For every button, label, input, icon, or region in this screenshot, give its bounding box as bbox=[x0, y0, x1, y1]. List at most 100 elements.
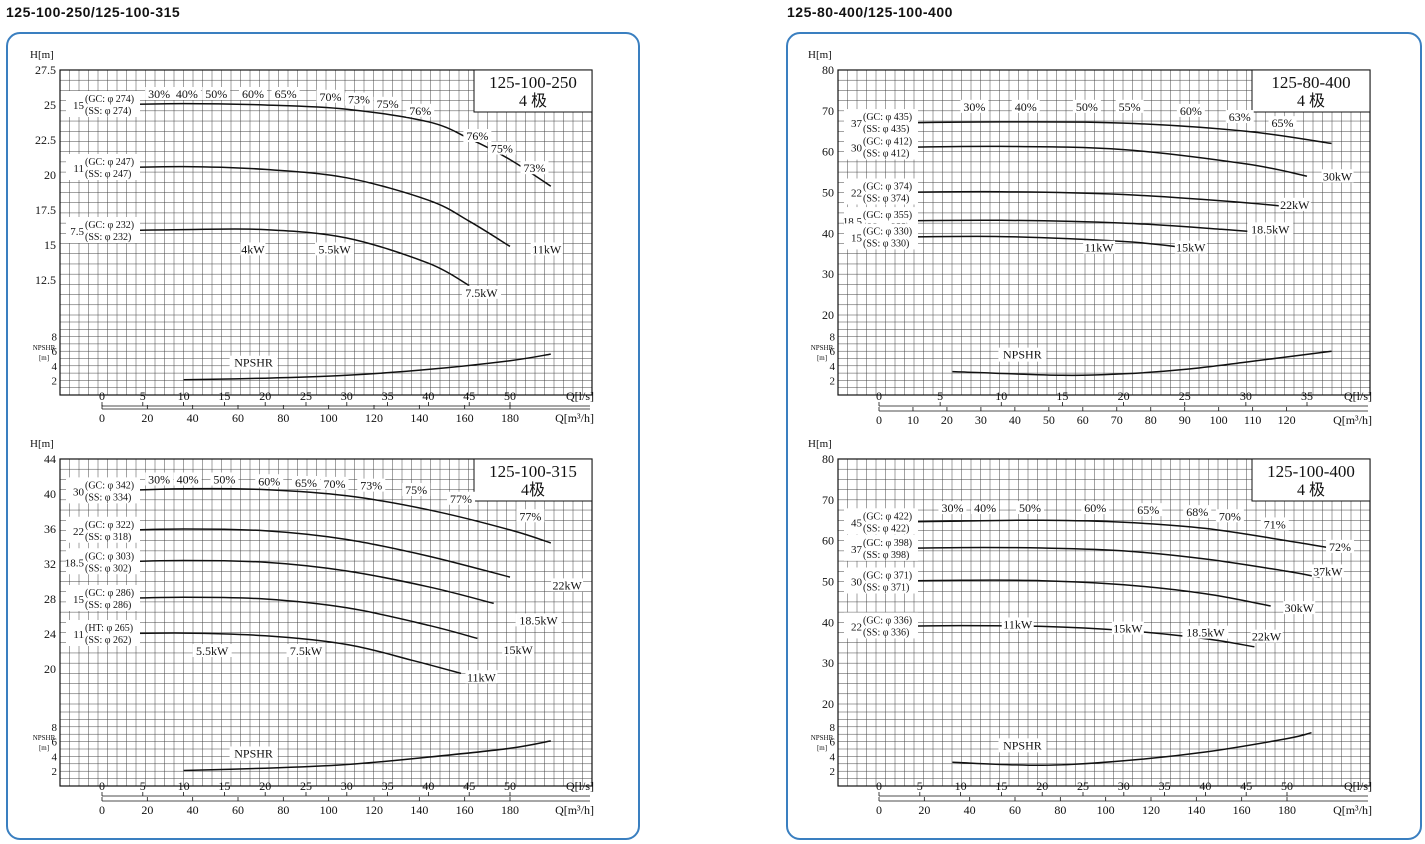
x2-tick-label: 120 bbox=[365, 803, 383, 817]
power-label: 18.5kW bbox=[1186, 626, 1225, 640]
efficiency-label-bg bbox=[1268, 116, 1297, 130]
efficiency-label: 65% bbox=[295, 476, 317, 490]
curve-label-bg bbox=[66, 154, 140, 180]
hq-curve-45 bbox=[878, 519, 1337, 550]
x2-tick-label: 20 bbox=[918, 803, 930, 817]
efficiency-label-bg bbox=[238, 87, 267, 100]
hq-curve-30 bbox=[101, 487, 552, 544]
curve-label-37: 37(GC: φ 435)(SS: φ 435) bbox=[844, 109, 918, 136]
efficiency-label: 60% bbox=[1180, 104, 1202, 118]
x-tick-label: 45 bbox=[463, 389, 475, 403]
y-axis-label: H[m] bbox=[30, 438, 54, 450]
x2-tick-label: 180 bbox=[1278, 803, 1296, 817]
y-tick-label: 60 bbox=[822, 145, 834, 159]
power-label: 18.5kW bbox=[1251, 222, 1290, 236]
x2-tick-label: 40 bbox=[1009, 413, 1021, 427]
efficiency-label-bg bbox=[320, 476, 349, 490]
curve-impeller-label: (SS: φ 398) bbox=[863, 550, 909, 561]
curve-impeller-label: (GC: φ 355) bbox=[863, 210, 912, 221]
curve-impeller-label: (SS: φ 318) bbox=[85, 532, 131, 543]
x-tick-label: 25 bbox=[300, 389, 312, 403]
efficiency-label-bg bbox=[1260, 517, 1289, 531]
efficiency-label-bg bbox=[1011, 99, 1040, 113]
power-label-bg bbox=[1111, 621, 1144, 635]
efficiency-label: 40% bbox=[1015, 100, 1037, 114]
efficiency-label: 50% bbox=[205, 87, 227, 101]
power-label: 30kW bbox=[1285, 601, 1315, 615]
efficiency-label-bg bbox=[1134, 503, 1163, 517]
efficiency-label: 77% bbox=[519, 509, 541, 523]
power-label: 11kW bbox=[532, 242, 562, 256]
x2-tick-label: 20 bbox=[141, 803, 153, 817]
x2-tick-label: 0 bbox=[99, 803, 105, 817]
x2-tick-label: 30 bbox=[975, 413, 987, 427]
x-tick-label: 5 bbox=[917, 779, 923, 793]
hq-curve-15 bbox=[101, 102, 552, 187]
efficiency-label: 40% bbox=[176, 87, 198, 101]
npsh-tick-label: 4 bbox=[830, 361, 836, 373]
x-axis-label: Q[l/s] bbox=[1344, 779, 1372, 793]
efficiency-label: 72% bbox=[1329, 540, 1351, 554]
title-box bbox=[473, 458, 593, 502]
power-label-bg bbox=[1174, 240, 1207, 254]
efficiency-label: 30% bbox=[148, 473, 170, 487]
curve-impeller-label: (GC: φ 247) bbox=[85, 157, 134, 168]
curve-power-label: 15 bbox=[73, 594, 85, 606]
curve-power-label: 7.5 bbox=[70, 226, 84, 238]
x-tick-label: 35 bbox=[1301, 389, 1313, 403]
efficiency-label-bg bbox=[145, 87, 174, 100]
x2-tick-label: 80 bbox=[1054, 803, 1066, 817]
y-tick-label: 40 bbox=[44, 487, 56, 501]
hq-curve-22 bbox=[101, 528, 511, 578]
npsh-tick-label: 2 bbox=[830, 766, 836, 778]
x-tick-label: 15 bbox=[995, 779, 1007, 793]
efficiency-label-bg bbox=[1115, 99, 1144, 113]
x-tick-label: 50 bbox=[1281, 779, 1293, 793]
y-tick-label: 27.5 bbox=[35, 63, 56, 77]
npsh-tick-label: 4 bbox=[52, 751, 58, 763]
power-label: 11kW bbox=[1085, 241, 1115, 255]
curve-label-bg bbox=[844, 567, 918, 594]
curve-impeller-label: (GC: φ 336) bbox=[863, 615, 912, 626]
power-label-bg bbox=[530, 242, 563, 256]
x2-tick-label: 0 bbox=[99, 411, 105, 425]
npsh-curve-label: NPSHR bbox=[234, 356, 273, 370]
x2-tick-label: 140 bbox=[1187, 803, 1205, 817]
efficiency-label-bg bbox=[255, 474, 284, 488]
curve-label-bg bbox=[66, 91, 140, 117]
npsh-curve-label-bg bbox=[998, 738, 1047, 753]
curve-power-label: 15 bbox=[73, 100, 85, 112]
y-tick-label: 36 bbox=[44, 522, 56, 536]
x-tick-label: 40 bbox=[422, 389, 434, 403]
hq-curve-7.5 bbox=[101, 228, 470, 287]
curve-label-bg bbox=[66, 477, 140, 504]
efficiency-label: 68% bbox=[1186, 505, 1208, 519]
efficiency-label: 60% bbox=[242, 87, 264, 101]
hq-curve-11 bbox=[101, 165, 511, 248]
efficiency-label: 75% bbox=[491, 142, 513, 156]
efficiency-label-bg bbox=[172, 87, 201, 100]
power-label: 37kW bbox=[1313, 564, 1343, 578]
x2-axis-label: Q[m³/h] bbox=[1333, 413, 1372, 427]
curve-label-45: 45(GC: φ 422)(SS: φ 422) bbox=[844, 508, 918, 534]
npsh-curve-label: NPSHR bbox=[1003, 348, 1042, 362]
hq-curve-22 bbox=[878, 190, 1308, 210]
x-tick-label: 20 bbox=[259, 779, 271, 793]
efficiency-label: 50% bbox=[1076, 100, 1098, 114]
npsh-curve-label-bg bbox=[229, 355, 278, 370]
curve-label-11: 11(GC: φ 247)(SS: φ 247) bbox=[66, 154, 140, 180]
efficiency-label: 30% bbox=[148, 87, 170, 101]
power-label-bg bbox=[192, 644, 232, 657]
power-label-bg bbox=[502, 643, 535, 657]
efficiency-label: 65% bbox=[275, 87, 297, 101]
npsh-curve bbox=[183, 353, 551, 381]
hq-curve-18.5 bbox=[878, 219, 1271, 235]
x2-tick-label: 140 bbox=[410, 411, 428, 425]
power-label-bg bbox=[1311, 564, 1344, 578]
efficiency-label: 60% bbox=[1084, 501, 1106, 515]
curve-impeller-label: (GC: φ 322) bbox=[85, 520, 134, 531]
y-tick-label: 17.5 bbox=[35, 203, 56, 217]
chart-title: 125-100-250 bbox=[489, 73, 577, 92]
chart-subtitle: 4 极 bbox=[1297, 481, 1325, 499]
x-tick-label: 30 bbox=[341, 779, 353, 793]
